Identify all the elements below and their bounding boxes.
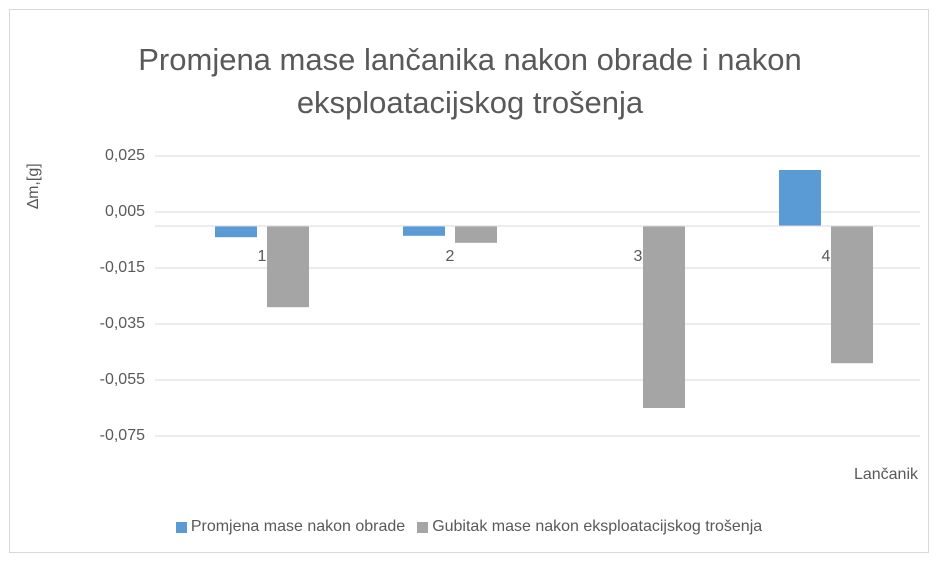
bar — [215, 226, 257, 238]
x-tick-label: 2 — [446, 248, 455, 265]
y-tick-label: -0,035 — [100, 315, 145, 332]
y-tick-label: 0,025 — [105, 147, 145, 164]
legend-label: Promjena mase nakon obrade — [190, 518, 406, 535]
x-tick-label: 4 — [822, 248, 831, 265]
y-axis-title: ∆m,[g] — [25, 163, 42, 208]
bar — [831, 226, 873, 364]
y-tick-label: 0,005 — [105, 203, 145, 220]
legend: Promjena mase nakon obrade Gubitak mase n… — [0, 518, 938, 536]
bar — [779, 170, 821, 226]
y-tick-label: -0,055 — [100, 371, 145, 388]
legend-item: Promjena mase nakon obrade — [175, 518, 406, 536]
x-tick-label: 1 — [258, 248, 267, 265]
y-tick-label: -0,015 — [100, 259, 145, 276]
legend-swatch — [175, 521, 187, 533]
x-axis-title: Lančanik — [854, 466, 919, 483]
y-tick-label: -0,075 — [100, 427, 145, 444]
chart-border — [9, 9, 929, 553]
bar — [643, 226, 685, 408]
x-tick-label: 3 — [634, 248, 643, 265]
legend-swatch — [417, 521, 429, 533]
bar — [267, 226, 309, 308]
legend-label: Gubitak mase nakon eksploatacijskog troš… — [432, 518, 763, 535]
chart-title: Promjena mase lančanika nakon obrade i n… — [138, 42, 802, 120]
legend-item: Gubitak mase nakon eksploatacijskog troš… — [417, 518, 762, 536]
bar — [403, 226, 445, 236]
bar — [455, 226, 497, 243]
